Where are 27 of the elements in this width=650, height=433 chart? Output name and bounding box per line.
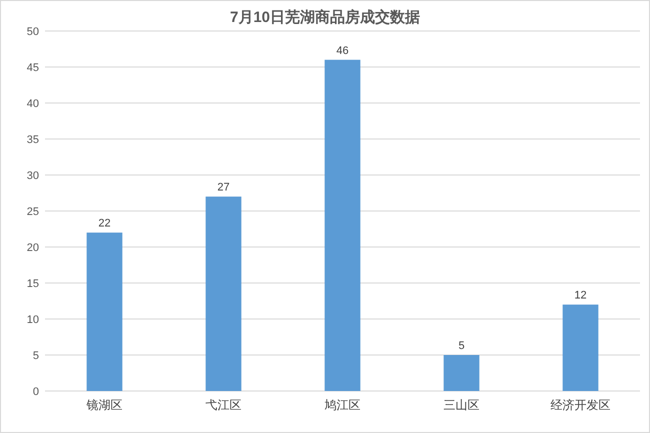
y-tick-label: 5 bbox=[32, 350, 39, 362]
y-tick-label: 30 bbox=[26, 170, 39, 182]
x-tick-label: 镜湖区 bbox=[86, 398, 122, 412]
x-tick-label: 鸠江区 bbox=[324, 398, 360, 412]
y-tick-label: 20 bbox=[26, 242, 39, 254]
y-tick-label: 25 bbox=[26, 206, 39, 218]
data-label: 22 bbox=[98, 218, 111, 230]
data-label: 46 bbox=[336, 44, 349, 57]
bar bbox=[562, 304, 598, 391]
y-tick-label: 40 bbox=[26, 98, 39, 110]
y-tick-label: 15 bbox=[26, 278, 39, 290]
y-tick-label: 10 bbox=[26, 314, 39, 326]
data-label: 27 bbox=[217, 182, 230, 194]
y-tick-label: 45 bbox=[26, 62, 39, 74]
x-tick-label: 弋江区 bbox=[206, 398, 242, 412]
y-tick-label: 0 bbox=[32, 386, 39, 398]
y-tick-label: 35 bbox=[26, 134, 39, 146]
x-tick-label: 经济开发区 bbox=[550, 398, 610, 412]
bar bbox=[206, 196, 242, 391]
bar bbox=[86, 232, 122, 391]
data-label: 5 bbox=[458, 340, 465, 352]
data-label: 12 bbox=[574, 290, 587, 302]
chart-title: 7月10日芜湖商品房成交数据 bbox=[230, 8, 420, 26]
bar bbox=[444, 355, 480, 391]
bar bbox=[324, 60, 360, 391]
y-tick-label: 50 bbox=[26, 26, 39, 38]
x-tick-label: 三山区 bbox=[444, 398, 480, 412]
